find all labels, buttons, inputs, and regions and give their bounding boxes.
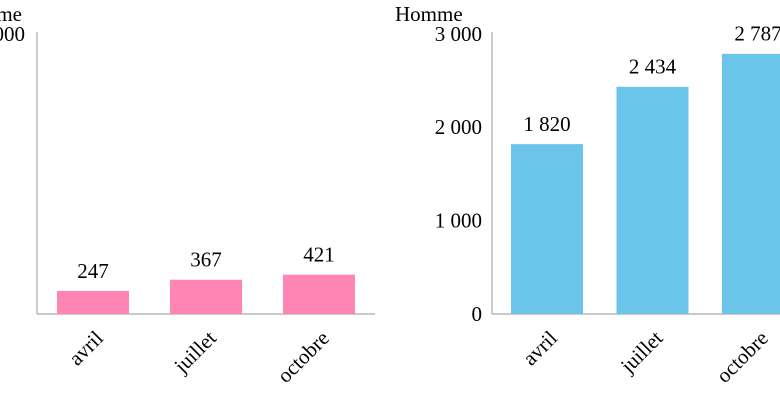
value-label: 367 <box>190 248 222 272</box>
y-tick-label: 3 000 <box>435 22 482 46</box>
value-label: 2 434 <box>629 55 677 79</box>
value-label: 421 <box>303 243 335 267</box>
y-tick-label: 1 000 <box>435 208 482 232</box>
bar <box>283 274 355 314</box>
value-label: 2 787 <box>734 22 780 46</box>
bar <box>722 53 780 314</box>
bar <box>170 279 242 314</box>
value-label: 247 <box>77 259 109 283</box>
y-tick-label: 0 <box>472 302 483 326</box>
chart-title: Homme <box>395 2 463 26</box>
x-tick-label: juillet <box>169 326 221 378</box>
x-tick-label: avril <box>64 326 108 370</box>
y-tick-label: 3 000 <box>0 22 25 46</box>
bar <box>57 290 129 314</box>
bar <box>616 86 689 315</box>
x-tick-label: avril <box>518 326 562 370</box>
x-tick-label: octobre <box>272 326 334 388</box>
x-tick-label: juillet <box>615 326 667 378</box>
x-tick-label: octobre <box>711 326 773 388</box>
value-label: 1 820 <box>523 112 570 136</box>
bar <box>511 144 583 314</box>
chart-title: Femme <box>0 2 22 26</box>
y-tick-label: 2 000 <box>435 115 482 139</box>
